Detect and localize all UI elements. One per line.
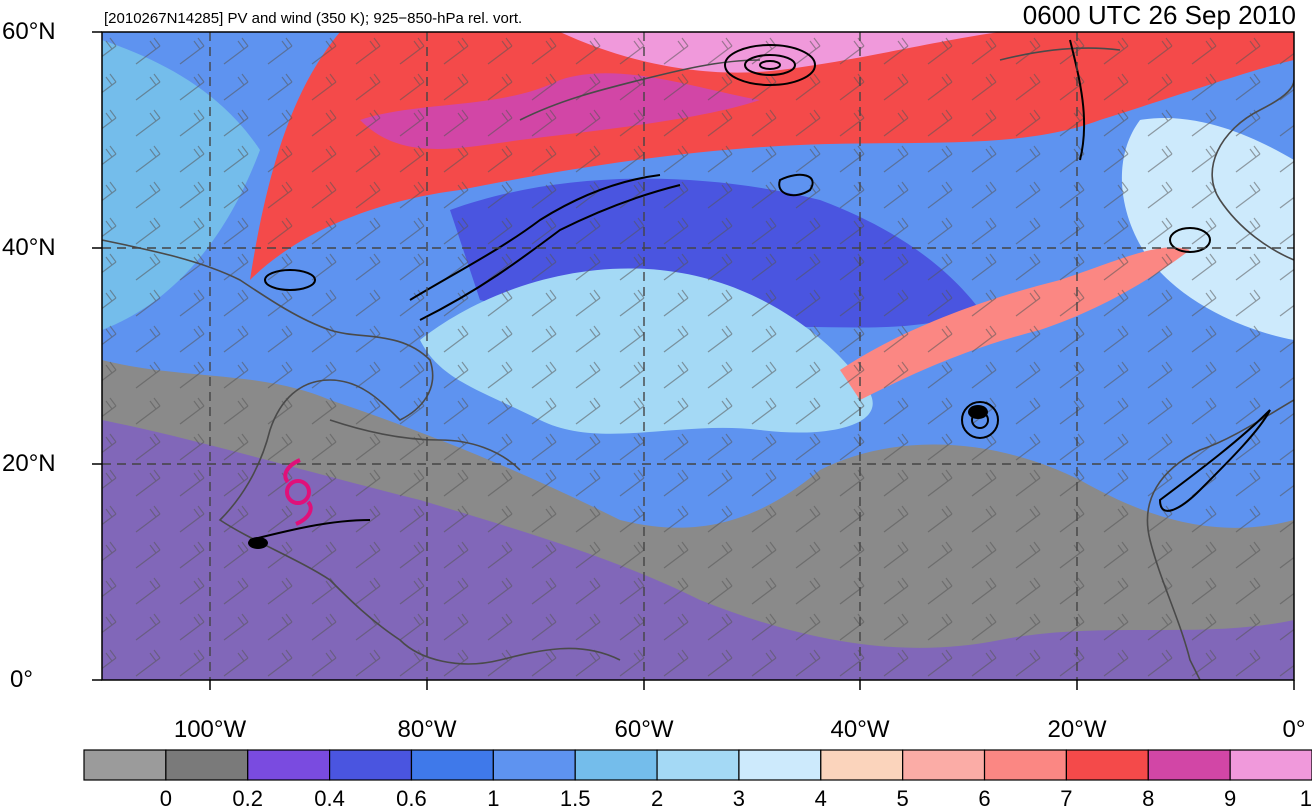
colorbar-tick-label: 0.4 <box>314 786 345 811</box>
coastlines <box>102 47 1294 680</box>
colorbar-swatch <box>165 749 249 781</box>
colorbar-tick-label: 0.2 <box>232 786 264 811</box>
colorbar-tick-label: 6 <box>978 786 991 811</box>
map-subtitle: [2010267N14285] PV and wind (350 K); 925… <box>104 10 523 27</box>
colorbar-swatch <box>492 749 576 781</box>
colorbar-swatch <box>574 749 658 781</box>
colorbar-swatch <box>656 749 740 781</box>
colorbar-swatch <box>329 749 413 781</box>
lon-label: 80°W <box>397 716 457 743</box>
colorbar-swatch <box>820 749 904 781</box>
lon-label: 100°W <box>173 716 247 743</box>
vorticity-max-blob <box>968 405 988 419</box>
lon-label: 0° <box>1282 716 1306 743</box>
lon-label: 20°W <box>1047 716 1107 743</box>
map-datetime-title: 0600 UTC 26 Sep 2010 <box>1022 0 1296 30</box>
colorbar-swatch <box>902 749 986 781</box>
colorbar-tick-label: 0 <box>159 786 172 811</box>
colorbar-swatch <box>1065 749 1149 781</box>
map-frame <box>101 31 1295 681</box>
colorbar-swatch <box>410 749 494 781</box>
colorbar-tick-label: 8 <box>1142 786 1155 811</box>
colorbar-tick-label: 1 <box>487 786 500 811</box>
colorbar-swatch <box>1147 749 1231 781</box>
colorbar-tick-label: 4 <box>814 786 827 811</box>
colorbar-tick-label: 9 <box>1224 786 1237 811</box>
colorbar-tick-label: 1.5 <box>559 786 591 811</box>
colorbar-tick-label: 7 <box>1060 786 1073 811</box>
colorbar-tick-label: 3 <box>732 786 746 811</box>
lon-label: 40°W <box>830 716 890 743</box>
wind-barbs-layer <box>102 32 1294 680</box>
axis-ticks <box>92 31 1295 690</box>
colorbar-swatch <box>738 749 822 781</box>
lat-label: 60°N <box>2 18 56 45</box>
vorticity-max-blob <box>248 537 268 549</box>
colorbar-tick-label: 10 <box>1299 786 1312 811</box>
colorbar-tick-label: 5 <box>896 786 909 811</box>
colorbar <box>83 749 1312 781</box>
tropical-storm-icon <box>283 458 313 526</box>
map-panel <box>102 32 1294 680</box>
lat-label: 20°N <box>2 450 56 477</box>
colorbar-swatch <box>247 749 331 781</box>
colorbar-swatch <box>983 749 1067 781</box>
colorbar-swatch <box>83 749 167 781</box>
lon-label: 60°W <box>614 716 674 743</box>
colorbar-tick-label: 0.6 <box>396 786 427 811</box>
colorbar-swatch <box>1229 749 1312 781</box>
lat-label: 40°N <box>2 234 56 261</box>
colorbar-tick-label: 2 <box>650 786 664 811</box>
graticule <box>102 32 1294 680</box>
lat-label: 0° <box>10 666 33 693</box>
vorticity-contours <box>249 39 1271 541</box>
